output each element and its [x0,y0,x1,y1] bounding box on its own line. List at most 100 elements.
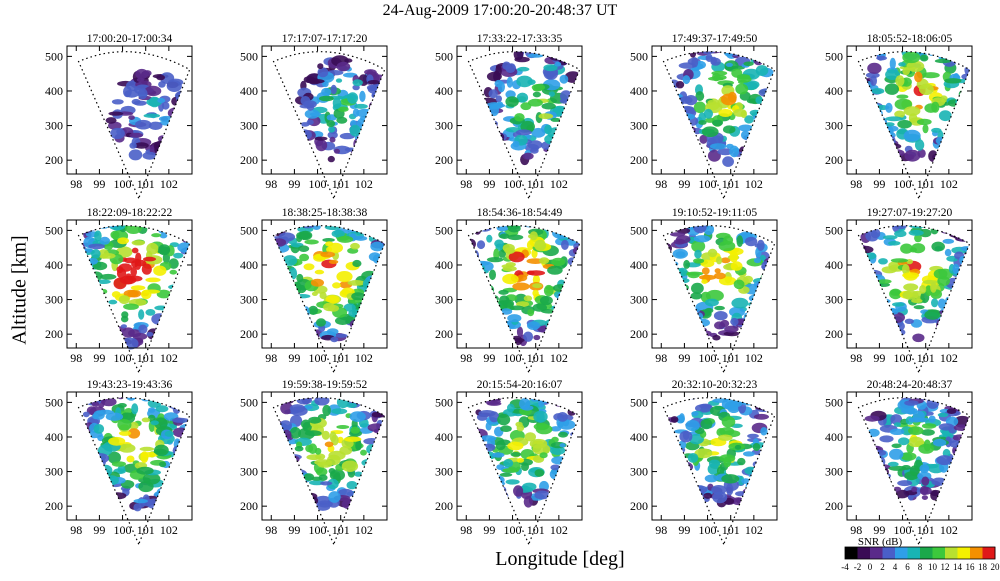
y-tick-label: 500 [630,395,648,409]
snr-blob [694,318,711,327]
x-tick-label: 99 [93,523,105,537]
snr-blob [161,309,176,314]
y-tick-label: 400 [825,430,843,444]
snr-blob [912,410,925,422]
snr-blob [858,263,867,273]
snr-blob [117,237,129,245]
snr-blob [930,282,937,293]
snr-field [78,225,190,350]
snr-blob [952,51,966,59]
snr-blob [359,478,374,484]
snr-blob [166,80,182,92]
snr-blob [676,414,685,424]
snr-blob [689,434,704,445]
snr-blob [82,441,91,451]
snr-blob [350,242,360,250]
snr-blob [482,319,498,328]
x-tick-label: 99 [483,177,495,191]
snr-blob [574,279,580,287]
y-tick-label: 400 [45,258,63,272]
snr-blob [532,289,539,297]
snr-blob [680,485,692,492]
snr-blob [864,415,880,422]
snr-blob [663,436,674,443]
panel-frame [261,45,388,175]
snr-blob [894,230,907,238]
snr-blob [567,287,574,293]
panel-frame [66,45,193,175]
snr-blob [759,474,771,481]
snr-blob [273,429,278,442]
snr-blob [763,459,775,469]
snr-blob [541,309,557,314]
snr-blob [902,290,919,300]
snr-blob [101,492,112,499]
snr-blob [355,225,364,236]
snr-blob [516,326,524,338]
snr-blob [879,145,892,151]
snr-blob [354,235,368,241]
snr-blob [101,397,117,407]
snr-blob [687,453,699,463]
snr-blob [894,110,905,119]
snr-blob [685,420,700,432]
snr-blob [363,297,374,305]
snr-blob [895,75,905,87]
snr-blob [310,278,324,287]
snr-blob [924,103,938,113]
x-tick-label: 101 [332,523,350,537]
snr-blob [545,286,556,291]
snr-blob [869,314,882,325]
snr-blob [146,498,161,509]
snr-blob [961,73,970,81]
snr-blob [512,140,520,148]
snr-blob [366,444,378,455]
colorbar-tick-label: 6 [905,562,910,572]
snr-blob [371,90,385,100]
snr-blob [963,286,970,297]
snr-blob [133,503,142,512]
snr-blob [755,65,769,76]
snr-blob [673,467,686,475]
snr-blob [710,57,721,66]
snr-blob [672,309,682,315]
snr-blob [516,274,528,282]
snr-blob [286,460,296,470]
snr-blob [327,478,339,490]
snr-blob [83,464,100,470]
snr-blob [294,445,304,452]
snr-blob [555,397,570,405]
snr-blob [669,283,686,296]
snr-blob [159,233,168,239]
snr-blob [950,314,966,325]
x-tick-label: 99 [93,351,105,365]
colorbar-tick-label: -4 [841,562,849,572]
snr-blob [512,282,530,291]
snr-blob [751,310,762,320]
snr-blob [882,235,898,240]
snr-blob [111,461,126,467]
snr-blob [705,289,724,302]
snr-blob [919,464,930,474]
snr-blob [738,124,753,132]
snr-blob [931,477,947,486]
snr-blob [529,231,538,241]
snr-blob [744,488,758,493]
snr-blob [871,313,886,320]
snr-blob [957,459,965,472]
snr-blob [884,83,900,95]
snr-blob [110,127,125,140]
snr-blob [889,428,905,435]
x-tick-label: 101 [917,351,935,365]
snr-blob [103,494,111,500]
y-tick-label: 200 [825,327,843,341]
snr-blob [118,295,130,305]
snr-blob [748,310,759,315]
snr-blob [471,280,489,286]
y-tick-label: 400 [45,84,63,98]
snr-blob [876,312,890,325]
snr-blob [101,308,112,320]
snr-blob [567,231,580,242]
snr-blob [176,114,186,120]
snr-blob [171,417,190,423]
